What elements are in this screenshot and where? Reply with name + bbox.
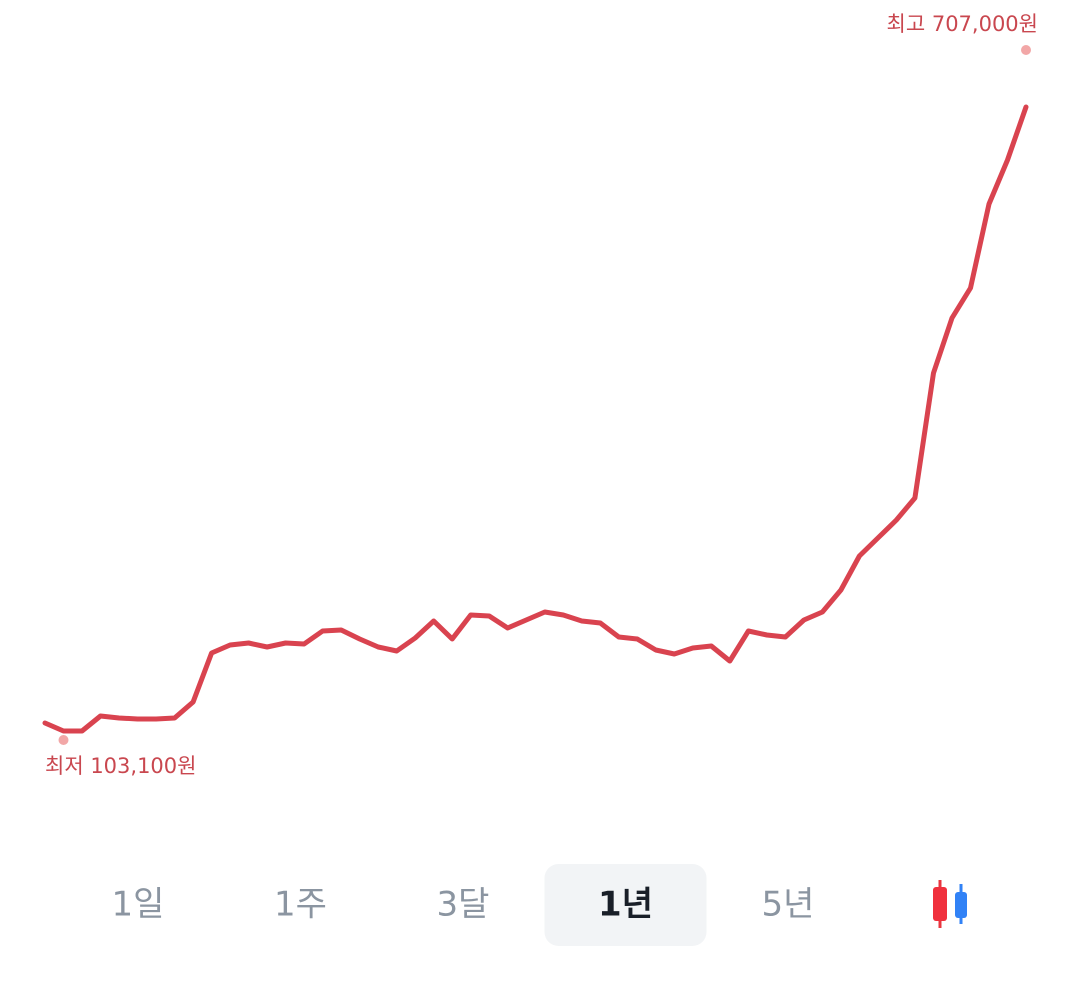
period-tab[interactable]: 5년 — [762, 885, 815, 925]
high-label: 최고 707,000원 — [887, 12, 1038, 36]
selected-tab-bg — [544, 864, 707, 946]
candle-chart-toggle[interactable] — [933, 880, 967, 928]
low-label: 최저 103,100원 — [45, 754, 196, 778]
price-line — [42, 104, 1029, 734]
period-tab[interactable]: 1일 — [112, 885, 165, 925]
period-tab[interactable]: 1주 — [274, 885, 327, 925]
period-tab[interactable]: 1년 — [598, 885, 653, 925]
low-marker — [58, 735, 69, 745]
high-marker — [1021, 45, 1031, 55]
period-tab[interactable]: 3달 — [437, 885, 490, 925]
